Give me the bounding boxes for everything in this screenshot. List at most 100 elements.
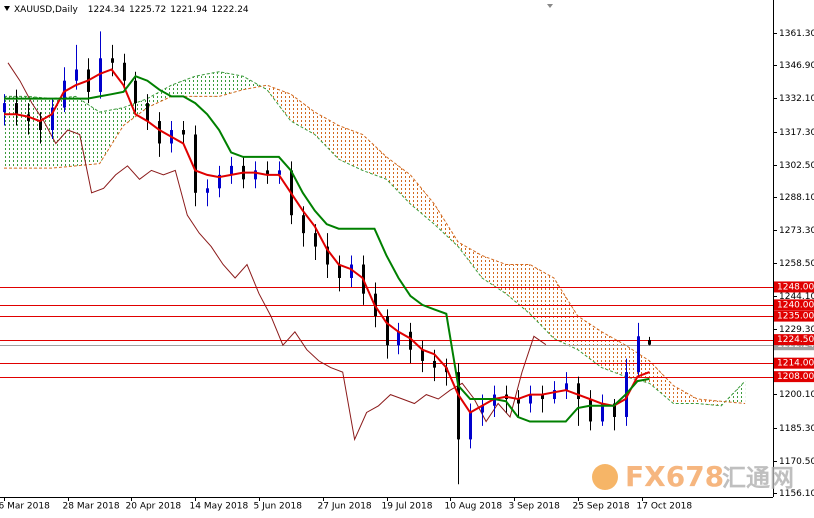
- x-tick-label: 5 Jun 2018: [254, 502, 303, 512]
- header-value: 1221.94: [170, 5, 207, 15]
- cloud-segment: [577, 316, 602, 368]
- watermark-text: FX678: [625, 460, 724, 493]
- candle-body: [134, 80, 137, 104]
- cloud-segment: [410, 174, 435, 225]
- y-tick-label: 1185.30: [779, 424, 814, 434]
- header-value: 1225.72: [129, 5, 166, 15]
- y-tick-label: 1361.30: [779, 29, 814, 39]
- y-tick-label: 1156.10: [779, 489, 814, 499]
- cloud-segment: [553, 277, 578, 350]
- candle-body: [553, 390, 556, 400]
- y-tick-label: 1170.50: [779, 457, 814, 467]
- candle-body: [206, 188, 209, 193]
- level-label: 1224.50: [777, 335, 814, 345]
- current-price-label: 1222.24: [777, 340, 814, 350]
- indicator-line: [4, 75, 650, 423]
- header-value: 1224.34: [88, 5, 125, 15]
- indicator-line: [4, 68, 650, 414]
- y-tick-label: 1244.10: [779, 292, 814, 302]
- y-tick-label: 1332.10: [779, 94, 814, 104]
- watermark-logo: [592, 464, 618, 490]
- cloud-segment: [649, 360, 674, 404]
- y-tick-label: 1200.10: [779, 390, 814, 400]
- x-tick-label: 14 May 2018: [190, 502, 249, 512]
- x-tick-label: 6 Mar 2018: [0, 502, 50, 512]
- candle-body: [565, 383, 568, 391]
- candle-body: [3, 103, 6, 113]
- level-label-box: [774, 310, 814, 322]
- candle-body: [314, 233, 317, 247]
- candle-body: [397, 331, 400, 346]
- candle-body: [648, 339, 651, 345]
- candle-body: [409, 331, 412, 350]
- level-label: 1214.00: [777, 359, 814, 369]
- candle-body: [541, 394, 544, 400]
- x-tick-label: 28 Mar 2018: [63, 502, 120, 512]
- x-tick-label: 27 Jun 2018: [318, 502, 372, 512]
- level-label-box: [774, 371, 814, 383]
- cloud-segment: [314, 112, 339, 160]
- candle-body: [99, 58, 102, 92]
- cloud-segment: [458, 242, 483, 278]
- candle-body: [194, 134, 197, 193]
- level-label-box: [774, 334, 814, 346]
- candle-body: [338, 264, 341, 278]
- cloud-span-b: [4, 84, 746, 404]
- candle-body: [350, 264, 353, 278]
- candle-body: [326, 246, 329, 265]
- candle-body: [302, 215, 305, 234]
- candle-body: [111, 58, 114, 63]
- level-label-box: [774, 281, 814, 293]
- candle-body: [386, 316, 389, 346]
- y-tick-label: 1273.30: [779, 226, 814, 236]
- menu-icon: [4, 6, 10, 11]
- x-tick-label: 3 Sep 2018: [509, 502, 561, 512]
- candle-body: [589, 399, 592, 422]
- candle-body: [158, 121, 161, 144]
- cloud-segment: [27, 96, 52, 169]
- watermark-text: 汇通网: [722, 464, 794, 492]
- candle-body: [517, 399, 520, 404]
- cloud-segment: [506, 264, 530, 314]
- cloud-segment: [386, 156, 411, 205]
- candle-body: [577, 383, 580, 400]
- y-tick-label: 1302.50: [779, 161, 814, 171]
- candle-body: [601, 403, 604, 422]
- chart-header: XAUUSD,Daily 1224.34 1225.72 1221.94 1222.24: [14, 5, 249, 15]
- candle-body: [15, 103, 18, 115]
- candle-body: [469, 412, 472, 440]
- cloud-segment: [721, 381, 746, 406]
- level-label: 1240.00: [777, 300, 814, 310]
- cloud-segment: [75, 96, 100, 166]
- candle-body: [493, 394, 496, 406]
- cloud-segment: [434, 204, 459, 247]
- cloud-segment: [338, 125, 363, 171]
- candle-body: [421, 349, 424, 361]
- level-label: 1248.00: [777, 282, 814, 292]
- candle-body: [123, 62, 126, 81]
- plot-area: [0, 31, 773, 485]
- y-tick-label: 1317.30: [779, 128, 814, 138]
- candle-body: [182, 130, 185, 135]
- indicator-line: [7, 62, 547, 442]
- y-tick-label: 1288.10: [779, 193, 814, 203]
- candle-body: [146, 103, 149, 122]
- candle-body: [278, 170, 281, 175]
- header-value: 1222.24: [211, 5, 248, 15]
- cloud-segment: [195, 71, 220, 97]
- candle-body: [51, 107, 54, 131]
- cloud-segment: [51, 96, 76, 169]
- x-tick-label: 20 Apr 2018: [126, 502, 182, 512]
- candle-body: [39, 121, 42, 131]
- cloud-segment: [482, 255, 507, 294]
- level-label-box: [774, 299, 814, 311]
- x-tick-label: 17 Oct 2018: [637, 502, 693, 512]
- cloud-segment: [362, 134, 387, 180]
- level-label: 1235.00: [777, 312, 814, 322]
- watermark: FX678 汇通网: [592, 460, 794, 493]
- cloud-segment: [601, 331, 626, 377]
- cloud-segment: [219, 71, 244, 97]
- y-tick-label: 1229.30: [779, 325, 814, 335]
